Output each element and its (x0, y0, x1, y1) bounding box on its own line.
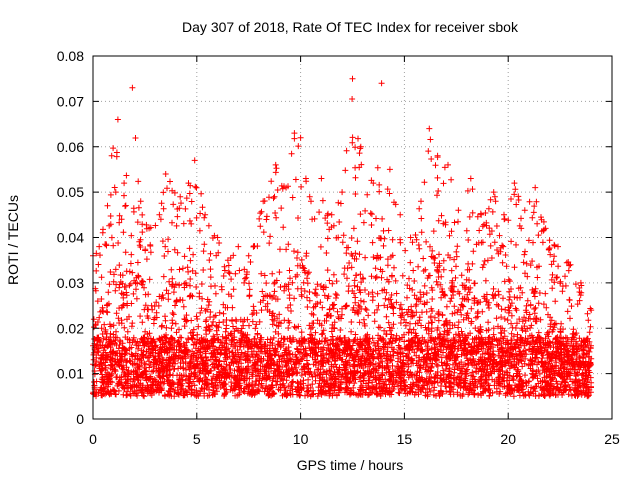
chart-title: Day 307 of 2018, Rate Of TEC Index for r… (182, 19, 519, 35)
y-tick-label: 0.07 (57, 93, 84, 109)
y-tick-label: 0.01 (57, 366, 84, 382)
y-tick-label: 0 (76, 411, 84, 427)
x-tick-label: 25 (604, 431, 620, 447)
y-tick-label: 0.03 (57, 275, 84, 291)
y-axis-label: ROTI / TECUs (5, 195, 21, 285)
plus-marker-series (90, 75, 595, 400)
y-tick-label: 0.02 (57, 320, 84, 336)
y-tick-label: 0.04 (57, 230, 84, 246)
y-tick-label: 0.05 (57, 184, 84, 200)
x-tick-label: 20 (500, 431, 516, 447)
x-tick-labels: 0 5 10 15 20 25 (89, 431, 620, 447)
axis-ticks (92, 55, 613, 420)
x-axis-label: GPS time / hours (297, 457, 404, 473)
y-tick-labels: 0 0.01 0.02 0.03 0.04 0.05 0.06 0.07 0.08 (57, 48, 84, 427)
y-tick-label: 0.08 (57, 48, 84, 64)
y-tick-label: 0.06 (57, 139, 84, 155)
x-tick-label: 10 (293, 431, 309, 447)
x-tick-label: 15 (397, 431, 413, 447)
data-points (90, 75, 595, 400)
x-tick-label: 5 (193, 431, 201, 447)
x-tick-label: 0 (89, 431, 97, 447)
